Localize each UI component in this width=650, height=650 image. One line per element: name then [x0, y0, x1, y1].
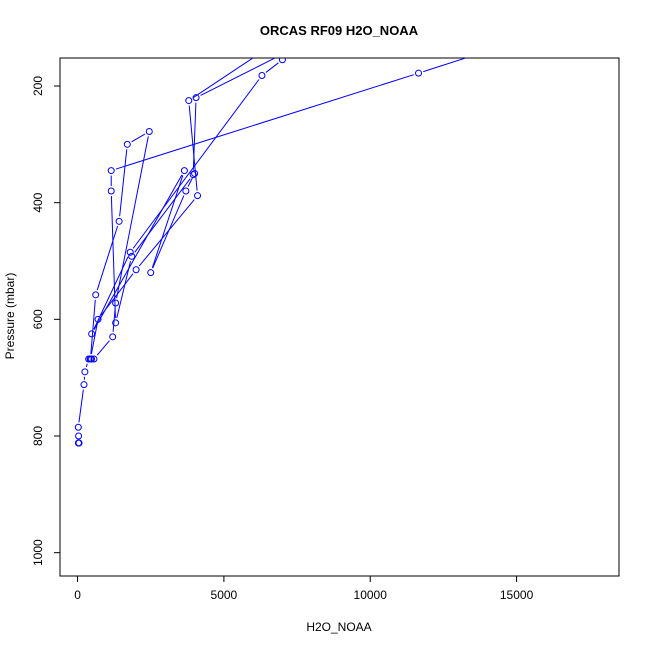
data-point: [81, 368, 89, 376]
data-point: [109, 333, 117, 341]
data-point: [194, 192, 202, 200]
data-point: [88, 330, 96, 338]
data-point: [112, 299, 120, 307]
x-axis-label: H2O_NOAA: [306, 620, 371, 634]
data-point: [123, 140, 131, 148]
series-segment: [78, 389, 84, 423]
data-point: [74, 423, 82, 431]
data-point: [115, 217, 123, 225]
series-segment: [152, 195, 185, 269]
data-point: [191, 170, 199, 177]
data-point: [107, 187, 115, 195]
data-point: [112, 319, 120, 327]
data-point: [94, 315, 102, 323]
data-point: [185, 97, 193, 105]
series-segment: [192, 58, 254, 99]
series-segment: [119, 149, 128, 217]
chart-title: ORCAS RF09 H2O_NOAA: [260, 23, 419, 38]
series-segment: [200, 58, 277, 96]
series-segment: [116, 136, 149, 299]
data-point: [278, 58, 286, 64]
data-point: [182, 187, 190, 195]
data-point: [484, 48, 490, 54]
x-axis: 0 5000 10000 15000: [74, 575, 534, 602]
series-segment: [96, 340, 110, 356]
data-point: [189, 171, 197, 179]
series-segment: [116, 261, 132, 319]
series-segment: [96, 225, 119, 291]
series-segment: [90, 299, 96, 355]
data-point: [92, 291, 100, 299]
series-segment: [138, 199, 195, 267]
series-segment: [93, 256, 129, 330]
series-segment: [131, 133, 146, 143]
data-point: [75, 439, 83, 447]
series-segment: [187, 177, 193, 187]
y-tick-label: 800: [31, 426, 45, 446]
y-axis: 200 400 600 800 1000: [31, 76, 61, 566]
plot-frame: [59, 57, 620, 577]
series-segment: [265, 62, 279, 73]
data-point: [75, 432, 83, 440]
series-segment: [134, 178, 191, 253]
y-tick-label: 1000: [31, 539, 45, 566]
y-tick-label: 200: [31, 76, 45, 96]
data-point: [126, 248, 134, 256]
data-point: [309, 16, 315, 22]
data-point: [145, 128, 153, 135]
y-axis-label: Pressure (mbar): [3, 273, 17, 360]
y-tick-label: 400: [31, 192, 45, 212]
data-point: [128, 252, 136, 260]
data-point: [86, 355, 94, 363]
plot-area: [74, 16, 490, 447]
series-segment: [115, 74, 414, 170]
data-point: [192, 94, 200, 102]
series-segment: [132, 79, 260, 249]
series-segment: [151, 175, 184, 269]
data-point: [80, 381, 88, 389]
data-point: [90, 355, 98, 363]
series-segment: [85, 363, 88, 368]
series-segment: [90, 324, 98, 355]
data-point: [147, 269, 155, 277]
y-tick-label: 600: [31, 309, 45, 329]
data-point: [132, 266, 140, 274]
data-point: [107, 167, 115, 175]
x-tick-label: 5000: [211, 588, 238, 602]
data-point: [415, 69, 423, 77]
series-segment: [423, 58, 468, 73]
series-segment: [192, 102, 197, 170]
x-tick-label: 0: [74, 588, 81, 602]
data-point: [180, 167, 188, 175]
x-tick-label: 15000: [500, 588, 534, 602]
data-point: [258, 72, 266, 79]
x-tick-label: 10000: [354, 588, 388, 602]
series-segment: [93, 174, 183, 330]
series-segment: [110, 195, 116, 318]
